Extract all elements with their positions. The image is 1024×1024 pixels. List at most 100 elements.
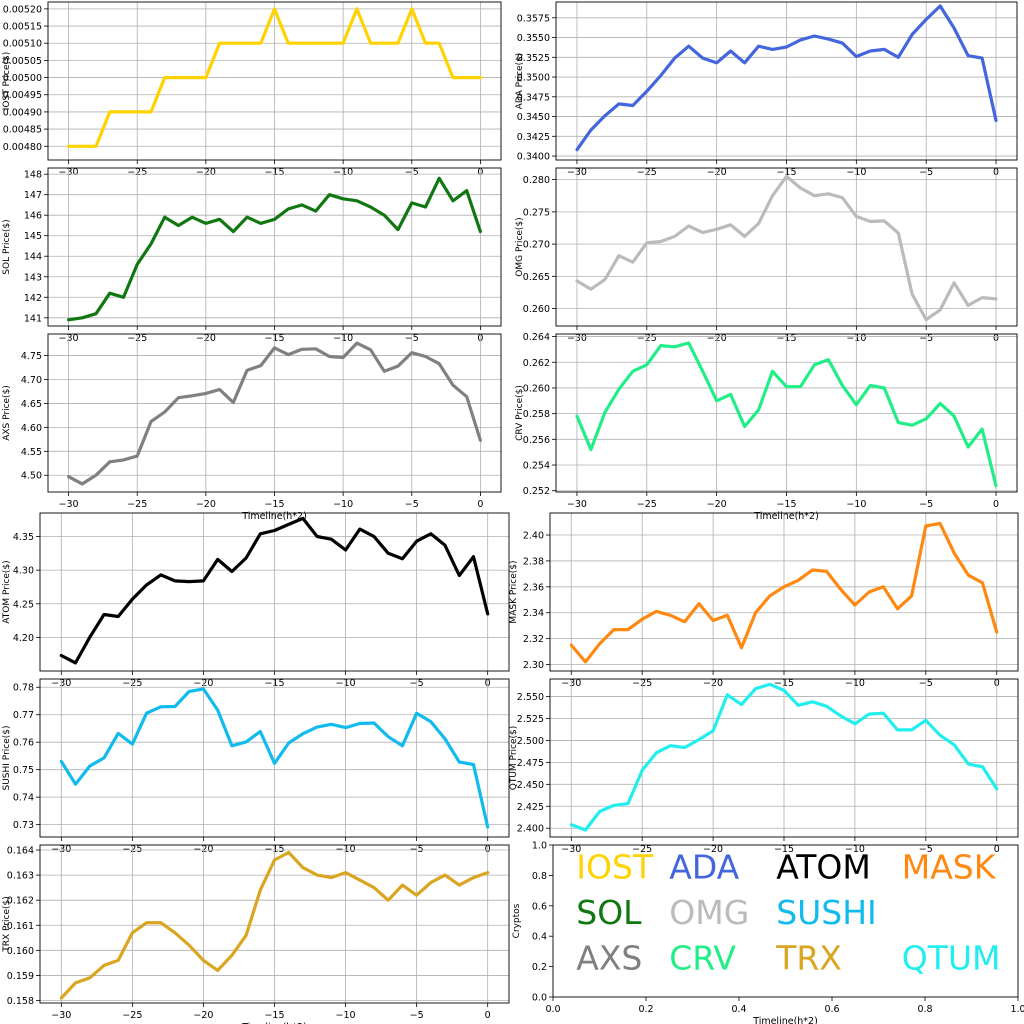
omg-data-point: [855, 215, 858, 218]
sushi-data-point: [259, 730, 262, 733]
sol-data-point: [300, 203, 304, 207]
ada-data-point: [855, 55, 858, 58]
mask-data-point: [669, 614, 672, 617]
iost-data-point: [218, 42, 221, 45]
legend-entry-qtum: QTUM: [902, 939, 1001, 978]
sushi-data-point: [486, 825, 489, 829]
ada-ytick-label: 0.3450: [517, 112, 550, 123]
mask-ytick-label: 2.32: [523, 634, 544, 645]
iost-data-point: [355, 7, 359, 11]
legend-xtick-label: 0.8: [917, 1004, 932, 1015]
omg-data-point: [841, 196, 844, 199]
sol-data-point: [341, 197, 345, 200]
sushi-ytick-label: 0.78: [13, 683, 34, 694]
ada-data-point: [701, 56, 704, 60]
qtum-xtick-label: −10: [845, 844, 865, 855]
atom-ytick-label: 4.30: [13, 566, 34, 577]
qtum-data-point: [896, 728, 899, 732]
qtum-data-point: [612, 804, 616, 807]
axs-data-point: [383, 370, 386, 373]
axs-xtick-label: −15: [264, 499, 284, 510]
qtum-ytick-label: 2.475: [517, 758, 544, 769]
axs-data-point: [287, 353, 290, 356]
axs-data-point: [218, 388, 221, 391]
legend-ytick-label: 0.0: [532, 993, 547, 1004]
axs-data-point: [232, 401, 235, 404]
atom-data-point: [145, 583, 148, 587]
atom-ylabel: ATOM Price($): [2, 560, 12, 623]
atom-data-point: [230, 570, 234, 573]
trx-data-point: [358, 878, 361, 882]
atom-data-point: [458, 574, 461, 577]
mask-data-point: [910, 594, 913, 598]
crv-xtick-label: −10: [846, 499, 866, 510]
crv-xlabel: Timeline(h*2): [753, 511, 819, 522]
omg-data-point: [799, 186, 802, 190]
trx-data-point: [116, 959, 120, 962]
crv-ylabel: CRV Price($): [515, 385, 525, 441]
qtum-data-point: [825, 705, 828, 708]
omg-data-point: [729, 223, 732, 226]
trx-xtick-label: −20: [193, 1010, 213, 1021]
ada-data-point: [911, 33, 914, 36]
ada-data-point: [924, 18, 928, 21]
ada-data-point: [883, 48, 886, 51]
crv-data-point: [617, 388, 621, 391]
iost-ytick-label: 0.00485: [3, 125, 42, 136]
ada-data-point: [938, 4, 942, 8]
mask-data-point: [768, 594, 772, 598]
axs-chart: −30 −25 −20 −15 −10 −5 0 4.50 4.55 4.60 4.65 4.70 4.…: [2, 333, 502, 522]
sushi-data-point: [386, 735, 390, 738]
qtum-ytick-label: 2.525: [517, 714, 544, 725]
atom-data-point: [415, 540, 418, 543]
mask-data-point: [697, 602, 701, 605]
qtum-ytick-label: 2.550: [517, 692, 544, 703]
iost-data-point: [438, 42, 441, 45]
ada-ytick-label: 0.3425: [517, 132, 550, 143]
axs-data-point: [259, 364, 262, 367]
iost-data-point: [341, 42, 345, 45]
atom-data-point: [429, 532, 433, 536]
crv-data-point: [589, 448, 593, 451]
omg-data-point: [911, 293, 914, 296]
axs-data-point: [328, 355, 331, 358]
atom-data-point: [259, 532, 262, 536]
iost-data-point: [177, 76, 180, 79]
legend-xtick-label: 0.4: [731, 1004, 746, 1015]
iost-ylabel: IOST Price($): [2, 52, 12, 111]
atom-ytick-label: 4.35: [13, 532, 34, 543]
legend-entry-sol: SOL: [576, 893, 642, 932]
crv-data-point: [869, 384, 872, 387]
ada-data-point: [603, 114, 607, 117]
legend-entry-trx: TRX: [775, 939, 842, 978]
crv-ytick-label: 0.260: [523, 383, 550, 394]
trx-xlabel: Timeline(h*2): [241, 1022, 307, 1024]
qtum-xtick-label: −15: [774, 844, 794, 855]
legend-ytick-label: 0.8: [532, 871, 547, 882]
sushi-data-point: [145, 711, 148, 715]
sol-data-point: [465, 189, 468, 192]
qtum-ytick-label: 2.500: [517, 736, 544, 747]
qtum-data-point: [768, 683, 772, 686]
sushi-data-point: [301, 732, 305, 735]
qtum-data-point: [683, 746, 686, 749]
axs-ytick-label: 4.55: [21, 447, 42, 458]
crv-data-point: [897, 421, 900, 424]
axs-ylabel: AXS Price($): [2, 385, 12, 441]
omg-data-point: [966, 304, 970, 307]
omg-data-point: [869, 220, 872, 223]
ada-data-point: [952, 26, 956, 30]
sushi-data-point: [188, 690, 191, 693]
trx-chart: −30 −25 −20 −15 −10 −5 0 0.158 0.159 0.160 0.161 0.…: [2, 844, 510, 1024]
qtum-data-point: [938, 733, 942, 737]
trx-xtick-label: −15: [264, 1010, 284, 1021]
crv-data-point: [966, 445, 970, 449]
crv-data-point: [938, 402, 942, 405]
crv-data-point: [980, 427, 984, 431]
sol-data-point: [369, 205, 372, 209]
iost-ytick-label: 0.00480: [3, 142, 42, 153]
sol-data-point: [259, 222, 262, 225]
atom-data-point: [188, 580, 191, 583]
legend-entry-axs: AXS: [576, 939, 642, 978]
